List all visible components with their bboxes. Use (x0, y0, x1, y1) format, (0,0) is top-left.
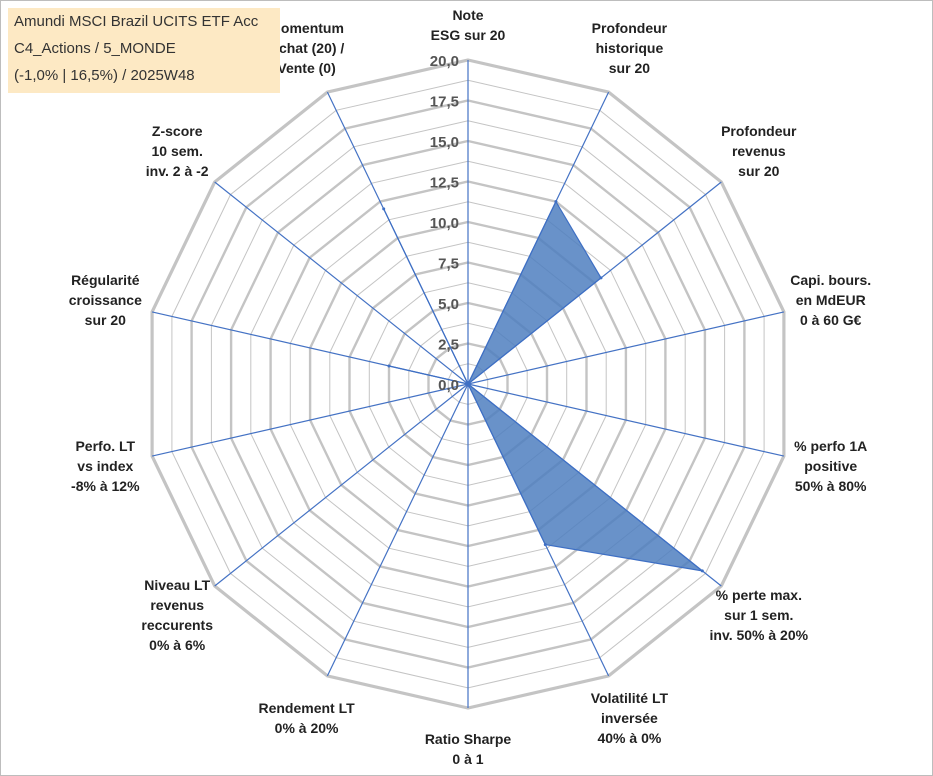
category-label: 0 à 60 G€ (800, 312, 862, 328)
radial-tick-label: 15,0 (430, 134, 459, 151)
radar-spoke (467, 311, 785, 385)
category-label: historique (596, 40, 664, 56)
radial-tick-label: 0,0 (438, 377, 459, 394)
category-label: ESG sur 20 (431, 27, 506, 43)
radial-tick-label: 17,5 (430, 94, 459, 111)
category-label: inversée (601, 710, 658, 726)
data-point (543, 543, 547, 547)
chart-subtitle-line: C4_Actions / 5_MONDE (14, 40, 176, 57)
category-label: Rendement LT (258, 700, 355, 716)
category-label: Vente (0) (277, 60, 335, 76)
radial-tick-label: 2,5 (438, 337, 459, 354)
category-label: 50% à 80% (795, 478, 867, 494)
category-label: inv. 50% à 20% (710, 627, 809, 643)
data-series-area (383, 200, 705, 572)
category-label: Profondeur (592, 20, 668, 36)
category-label: 40% à 0% (597, 730, 661, 746)
radar-spoke (214, 383, 469, 587)
category-label: sur 20 (85, 312, 126, 328)
category-label: 0% à 6% (149, 637, 206, 653)
category-label: Note (452, 7, 483, 23)
category-label: Z-score (152, 123, 203, 139)
category-label: inv. 2 à -2 (146, 163, 209, 179)
category-label: sur 1 sem. (724, 607, 793, 623)
category-label: % perfo 1A (794, 438, 867, 454)
data-point (554, 200, 558, 204)
data-point (700, 569, 704, 573)
category-label: revenus (732, 143, 786, 159)
radial-tick-label: 5,0 (438, 296, 459, 313)
category-label: positive (804, 458, 857, 474)
category-label: 10 sem. (152, 143, 203, 159)
category-label: 0% à 20% (275, 720, 339, 736)
radar-spoke (151, 383, 469, 457)
category-label: Capi. bours. (790, 272, 871, 288)
category-label: sur 20 (609, 60, 650, 76)
category-label: Momentum (269, 20, 344, 36)
category-label: croissance (69, 292, 142, 308)
category-label: 0 à 1 (452, 751, 483, 767)
chart-title-line: Amundi MSCI Brazil UCITS ETF Acc (14, 13, 259, 30)
chart-period-line: (-1,0% | 16,5%) / 2025W48 (14, 67, 195, 84)
category-label: en MdEUR (796, 292, 866, 308)
category-label: revenus (150, 597, 204, 613)
category-label: Achat (20) / (269, 40, 345, 56)
radial-tick-label: 20,0 (430, 53, 459, 70)
category-label: Régularité (71, 272, 140, 288)
radar-spoke (214, 181, 469, 385)
category-label: Niveau LT (144, 577, 210, 593)
radar-spoke (326, 383, 469, 677)
radial-tick-label: 12,5 (430, 175, 459, 192)
data-point (599, 276, 603, 280)
radar-spoke (467, 383, 785, 457)
category-label: reccurents (141, 617, 213, 633)
category-label: Ratio Sharpe (425, 731, 512, 747)
data-point (387, 364, 391, 368)
category-label: vs index (77, 458, 133, 474)
category-label: Volatilité LT (591, 690, 669, 706)
radial-tick-label: 7,5 (438, 256, 459, 273)
data-point (466, 382, 470, 386)
radial-tick-label: 10,0 (430, 215, 459, 232)
category-label: Profondeur (721, 123, 797, 139)
category-label: % perte max. (716, 587, 802, 603)
category-label: Perfo. LT (75, 438, 135, 454)
data-point (382, 207, 386, 211)
category-label: -8% à 12% (71, 478, 140, 494)
category-label: sur 20 (738, 163, 779, 179)
chart-title-box: Amundi MSCI Brazil UCITS ETF Acc C4_Acti… (8, 8, 280, 93)
